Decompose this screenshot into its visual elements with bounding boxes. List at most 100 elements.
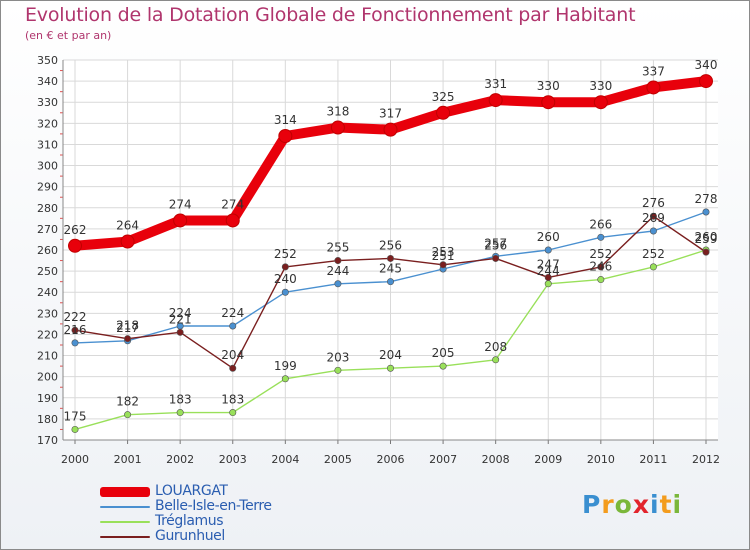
series-2-point <box>492 356 500 364</box>
series-1-point <box>334 280 342 288</box>
series-0-point <box>699 74 713 89</box>
series-1-point <box>71 339 79 347</box>
y-tick-label: 240 <box>37 286 58 299</box>
series-2-point <box>649 263 657 271</box>
series-1-point <box>386 278 394 286</box>
y-tick-label: 250 <box>37 265 58 278</box>
series-3-data-label: 247 <box>537 257 560 271</box>
y-tick-label: 340 <box>37 75 58 88</box>
x-tick-label: 2012 <box>692 453 720 466</box>
legend-label: Gurunhuel <box>155 528 225 544</box>
y-tick-label: 280 <box>37 202 58 215</box>
y-tick-label: 300 <box>37 160 58 173</box>
series-2-data-label: 183 <box>221 393 244 407</box>
series-2-data-label: 183 <box>169 393 192 407</box>
series-3-point <box>176 328 184 336</box>
y-tick-label: 210 <box>37 350 58 363</box>
legend-swatch <box>100 506 150 508</box>
series-3-point <box>281 263 289 271</box>
y-tick-label: 260 <box>37 244 58 257</box>
series-1-data-label: 216 <box>64 323 87 337</box>
series-3-point <box>597 263 605 271</box>
series-3-data-label: 259 <box>695 232 718 246</box>
series-3-data-label: 222 <box>64 310 87 324</box>
series-0-data-label: 330 <box>537 79 560 93</box>
series-3-point <box>439 261 447 269</box>
series-1-point <box>702 208 710 216</box>
series-3-data-label: 276 <box>642 196 665 210</box>
legend-swatch <box>100 536 150 538</box>
series-2-point <box>281 375 289 383</box>
series-0-data-label: 330 <box>589 79 612 93</box>
legend-label: Belle-Isle-en-Terre <box>155 498 272 514</box>
series-0-data-label: 274 <box>169 197 192 211</box>
series-3-data-label: 204 <box>221 348 244 362</box>
series-3-data-label: 252 <box>274 247 297 261</box>
series-2-data-label: 205 <box>432 346 455 360</box>
series-3-point <box>229 364 237 372</box>
series-0-data-label: 337 <box>642 64 665 78</box>
series-2-data-label: 246 <box>589 260 612 274</box>
legend-swatch <box>100 487 150 497</box>
x-tick-label: 2002 <box>166 453 194 466</box>
x-tick-label: 2003 <box>219 453 247 466</box>
axes: 170 180 190 200 210 220 230 240 250 260 270 280 290 3… <box>37 54 720 466</box>
series-2-data-label: 252 <box>642 247 665 261</box>
legend-label: LOUARGAT <box>155 483 228 499</box>
proxiti-logo: Proxiti <box>582 490 682 519</box>
series-1-data-label: 266 <box>589 217 612 231</box>
series-0-point <box>541 95 556 110</box>
series-1-point <box>281 288 289 296</box>
y-tick-label: 190 <box>37 392 58 405</box>
data-labels: 262 264 274 274 314 318 317 325 331 330 330 337 340 2… <box>64 58 718 423</box>
x-tick-label: 2004 <box>271 453 299 466</box>
logo-letter: i <box>672 490 683 519</box>
series-3-point <box>71 326 79 334</box>
series-0-point <box>646 80 661 95</box>
y-tick-label: 320 <box>37 117 58 130</box>
series-1-point <box>229 322 237 330</box>
logo-letter: o <box>614 490 633 519</box>
series-2-point <box>597 276 605 284</box>
series-0-point <box>330 120 345 135</box>
series-3-point <box>702 248 710 256</box>
series-0-data-label: 340 <box>695 58 718 72</box>
series-2-point <box>386 364 394 372</box>
series-2-data-label: 244 <box>537 264 560 278</box>
series-2-point <box>334 366 342 374</box>
series-2-point <box>71 425 79 433</box>
x-tick-label: 2010 <box>587 453 615 466</box>
legend-label: Tréglamus <box>155 513 224 529</box>
legend-swatch <box>100 521 150 523</box>
series-1-data-label: 260 <box>537 230 560 244</box>
series-3-point <box>124 335 132 343</box>
y-tick-label: 200 <box>37 371 58 384</box>
x-tick-label: 2008 <box>482 453 510 466</box>
series-2-data-label: 203 <box>326 350 349 364</box>
series-0-point <box>173 213 188 228</box>
series-0-data-label: 262 <box>64 223 87 237</box>
series-layer <box>68 74 713 433</box>
series-0-data-label: 314 <box>274 113 297 127</box>
series-2-point <box>176 409 184 417</box>
series-2-point <box>124 411 132 419</box>
series-3-point <box>386 254 394 262</box>
series-0-data-label: 331 <box>484 77 507 91</box>
series-0-point <box>225 213 240 228</box>
series-2-data-label: 208 <box>484 340 507 354</box>
series-0-data-label: 318 <box>326 105 349 119</box>
series-3-data-label: 255 <box>326 241 349 255</box>
series-1-data-label: 240 <box>274 272 297 286</box>
series-1-point <box>649 227 657 235</box>
series-0-data-label: 317 <box>379 107 402 121</box>
series-0-data-label: 274 <box>221 197 244 211</box>
series-1-data-label: 224 <box>221 306 244 320</box>
series-3-data-label: 221 <box>169 312 192 326</box>
y-tick-label: 310 <box>37 138 58 151</box>
series-3-point <box>334 257 342 265</box>
series-0-point <box>593 95 608 110</box>
logo-letter: P <box>582 490 602 519</box>
x-tick-label: 2011 <box>639 453 667 466</box>
x-tick-label: 2005 <box>324 453 352 466</box>
